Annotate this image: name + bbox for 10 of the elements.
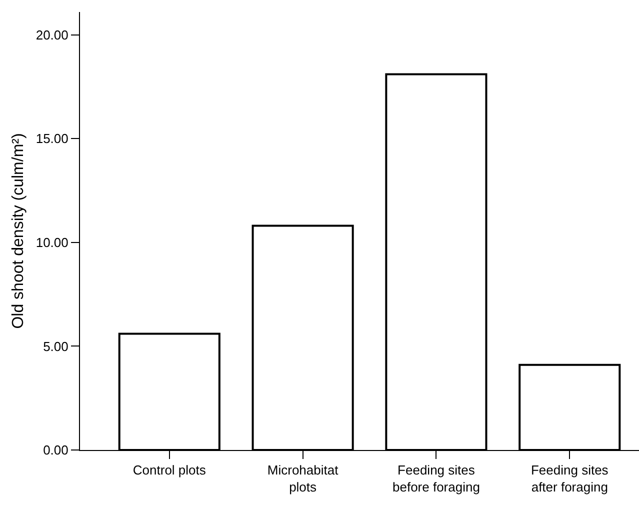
y-axis-title: Old shoot density (culm/m²) <box>10 133 27 329</box>
y-tick-label: 10.00 <box>36 234 68 250</box>
y-tick-label: 5.00 <box>43 338 68 354</box>
y-tick-label: 20.00 <box>36 27 68 42</box>
x-tick-label: Feeding sites before foraging <box>392 462 480 494</box>
x-tick-label: Microhabitat plots <box>267 462 339 494</box>
x-tick-label: Control plots <box>132 462 206 478</box>
y-tick-label: 0.00 <box>43 442 68 458</box>
y-tick-label: 15.00 <box>36 131 68 146</box>
x-tick-label: Feeding sites after foraging <box>530 462 609 494</box>
